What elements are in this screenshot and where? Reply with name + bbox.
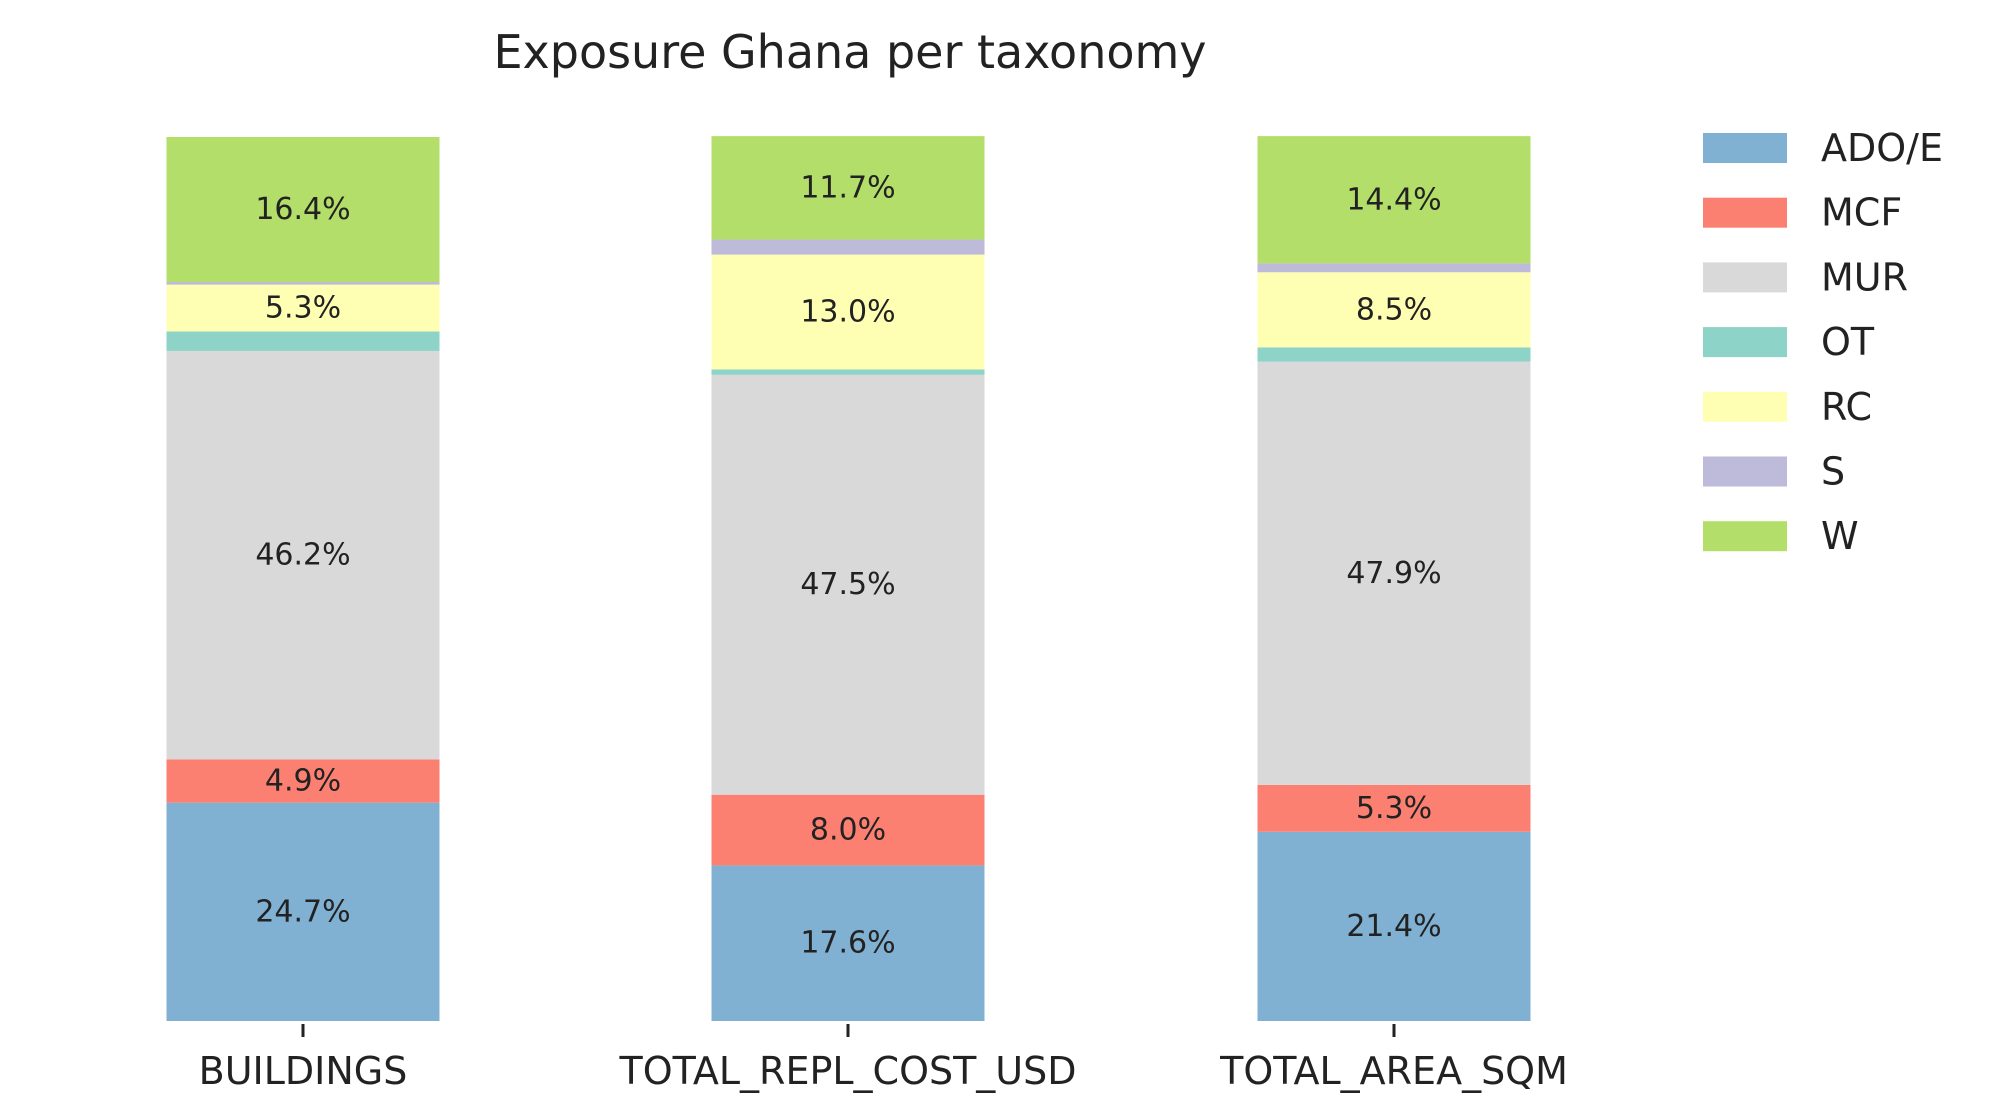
legend-swatch bbox=[1703, 262, 1787, 293]
chart-title: Exposure Ghana per taxonomy bbox=[493, 25, 1206, 79]
bar-segment-ot-total-repl-cost-usd bbox=[711, 369, 985, 375]
legend-swatch bbox=[1703, 456, 1787, 487]
bar-segment-rc-buildings bbox=[166, 284, 440, 332]
data-label: 5.3% bbox=[1356, 791, 1432, 826]
bar-segment-mur-buildings bbox=[166, 350, 440, 760]
x-tick-label: BUILDINGS bbox=[199, 1049, 408, 1093]
legend-label: OT bbox=[1821, 320, 1875, 364]
x-tick-label: TOTAL_REPL_COST_USD bbox=[618, 1049, 1076, 1093]
bar-segment-rc-total-area-sqm bbox=[1257, 272, 1531, 348]
x-axis: BUILDINGS TOTAL_REPL_COST_USD TOTAL_AREA_S… bbox=[199, 1024, 1568, 1093]
bar-segment-rc-total-repl-cost-usd bbox=[711, 254, 985, 370]
bar-segment-mcf-total-repl-cost-usd bbox=[711, 794, 985, 866]
legend-label: RC bbox=[1821, 385, 1872, 429]
bar-segment-ot-buildings bbox=[166, 331, 440, 351]
data-label: 14.4% bbox=[1346, 182, 1441, 217]
data-label: 47.5% bbox=[800, 567, 895, 602]
bar-segment-mcf-total-area-sqm bbox=[1257, 784, 1531, 832]
bar-segment-ado-e-total-repl-cost-usd bbox=[711, 865, 985, 1021]
bars-group: 24.7% 4.9% 46.2% 5.3% 16.4% 17.6% 8.0% 47.5% 13.… bbox=[166, 136, 1531, 1021]
data-label: 16.4% bbox=[255, 192, 350, 227]
data-label: 21.4% bbox=[1346, 909, 1441, 944]
data-label: 11.7% bbox=[800, 170, 895, 205]
data-label: 47.9% bbox=[1346, 556, 1441, 591]
legend-swatch bbox=[1703, 197, 1787, 228]
data-label: 4.9% bbox=[265, 763, 341, 798]
bar-segment-ado-e-buildings bbox=[166, 802, 440, 1021]
bar-segment-w-total-repl-cost-usd bbox=[711, 136, 985, 240]
bar-segment-s-buildings bbox=[166, 281, 440, 285]
legend-label: MCF bbox=[1821, 191, 1902, 235]
legend-swatch bbox=[1703, 327, 1787, 358]
x-tick-label: TOTAL_AREA_SQM bbox=[1219, 1049, 1568, 1093]
legend-swatch bbox=[1703, 521, 1787, 552]
data-label: 5.3% bbox=[265, 291, 341, 326]
bar-segment-mcf-buildings bbox=[166, 759, 440, 803]
data-label: 46.2% bbox=[255, 538, 350, 573]
legend-swatch bbox=[1703, 133, 1787, 163]
bar-segment-mur-total-area-sqm bbox=[1257, 361, 1531, 785]
bar-segment-s-total-repl-cost-usd bbox=[711, 239, 985, 255]
bar-segment-mur-total-repl-cost-usd bbox=[711, 374, 985, 795]
bar-segment-w-total-area-sqm bbox=[1257, 136, 1531, 264]
data-label: 8.5% bbox=[1356, 292, 1432, 327]
legend-label: W bbox=[1821, 514, 1859, 558]
data-label: 8.0% bbox=[810, 813, 886, 848]
data-label: 13.0% bbox=[800, 295, 895, 330]
legend-swatch bbox=[1703, 391, 1787, 422]
legend-label: S bbox=[1821, 450, 1845, 494]
bar-segment-ado-e-total-area-sqm bbox=[1257, 831, 1531, 1021]
legend: ADO/E MCF MUR OT RC SW bbox=[1703, 126, 1943, 558]
data-label: 17.6% bbox=[800, 926, 895, 961]
bar-segment-w-buildings bbox=[166, 137, 440, 282]
legend-label: MUR bbox=[1821, 255, 1908, 299]
legend-label: ADO/E bbox=[1821, 126, 1943, 170]
data-label: 24.7% bbox=[255, 894, 350, 929]
bar-segment-s-total-area-sqm bbox=[1257, 263, 1531, 273]
bar-segment-ot-total-area-sqm bbox=[1257, 347, 1531, 362]
